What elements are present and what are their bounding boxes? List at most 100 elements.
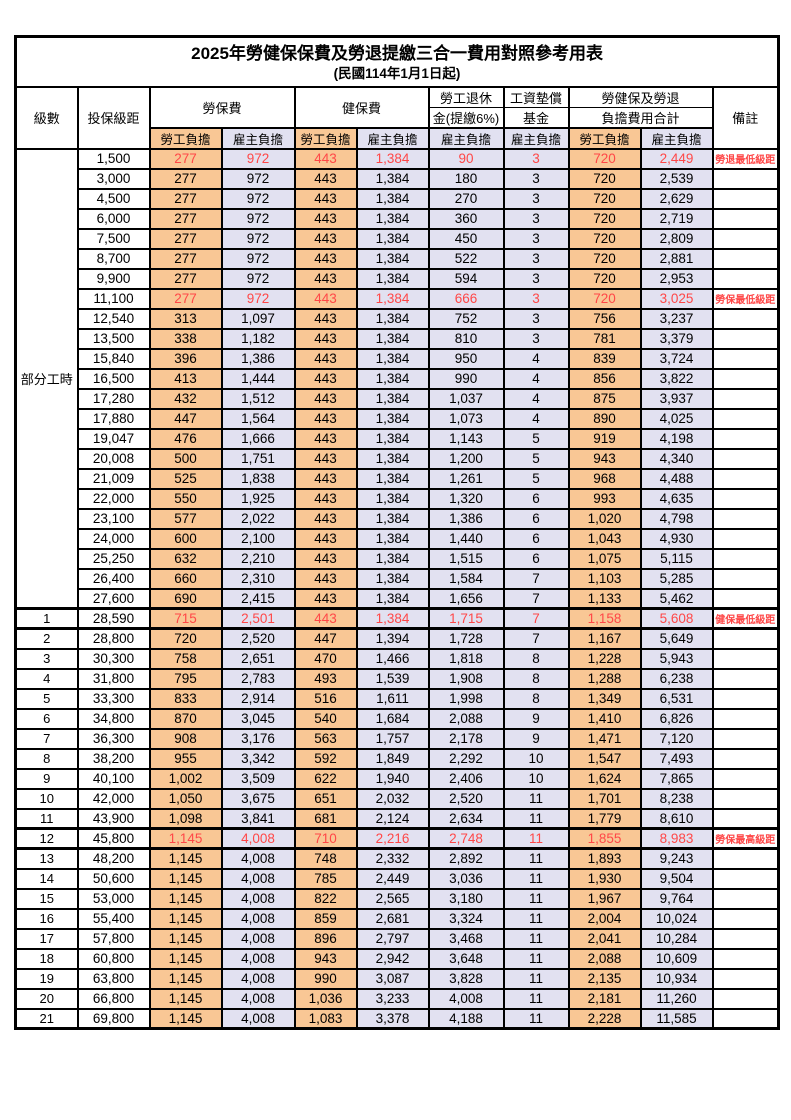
- title-row: 2025年勞健保保費及勞退提繳三合一費用對照參考用表 (民國114年1月1日起): [14, 35, 780, 88]
- cell-labor-employee: 955: [148, 747, 223, 770]
- cell-labor-employee: 476: [148, 427, 223, 450]
- cell-labor-employer: 1,925: [220, 487, 296, 510]
- cell-note: [711, 787, 780, 810]
- cell-bracket: 42,000: [76, 787, 151, 810]
- cell-labor-employee: 1,145: [148, 867, 223, 890]
- cell-health-employee: 443: [293, 147, 358, 170]
- table-row: 9 40,100 1,002 3,509 622 1,940 2,406 10 1,624 7,8…: [14, 767, 780, 790]
- cell-bracket: 25,250: [76, 547, 151, 570]
- cell-health-employer: 1,384: [355, 507, 430, 530]
- table-row: 27,600 690 2,415 443 1,384 1,656 7 1,133 5,462: [16, 587, 780, 610]
- cell-total-employee: 720: [567, 227, 642, 250]
- table-row: 18 60,800 1,145 4,008 943 2,942 3,648 11 2,088 10…: [14, 947, 780, 970]
- cell-health-employee: 443: [293, 607, 358, 630]
- cell-labor-employee: 1,145: [148, 827, 223, 850]
- subheader-labor-employer: 雇主負擔: [220, 126, 296, 150]
- cell-wagefund-employer: 11: [502, 987, 570, 1010]
- cell-health-employer: 1,611: [355, 687, 430, 710]
- cell-note: [711, 867, 780, 890]
- cell-note: [711, 847, 780, 870]
- cell-labor-employer: 2,100: [220, 527, 296, 550]
- cell-wagefund-employer: 11: [502, 907, 570, 930]
- cell-health-employee: 443: [293, 327, 358, 350]
- col-header-wagefund-line1: 工資墊償: [502, 85, 570, 108]
- cell-total-employee: 1,967: [567, 887, 642, 910]
- cell-total-employee: 720: [567, 247, 642, 270]
- cell-health-employee: 443: [293, 567, 358, 590]
- cell-pension-employer: 3,324: [427, 907, 505, 930]
- cell-note: 勞退最低級距: [711, 147, 780, 170]
- cell-labor-employer: 4,008: [220, 927, 296, 950]
- subheader-total-employer: 雇主負擔: [639, 126, 714, 150]
- cell-health-employer: 1,384: [355, 407, 430, 430]
- cell-pension-employer: 1,584: [427, 567, 505, 590]
- cell-note: [711, 567, 780, 590]
- cell-health-employee: 443: [293, 587, 358, 610]
- cell-total-employer: 8,238: [639, 787, 714, 810]
- table-row: 10 42,000 1,050 3,675 651 2,032 2,520 11 1,701 8,…: [14, 787, 780, 810]
- cell-health-employer: 1,466: [355, 647, 430, 670]
- table-row: 3,000 277 972 443 1,384 180 3 720 2,539: [16, 167, 780, 190]
- cell-note: [711, 487, 780, 510]
- cell-labor-employer: 2,520: [220, 627, 296, 650]
- cell-health-employee: 443: [293, 407, 358, 430]
- cell-health-employer: 1,384: [355, 427, 430, 450]
- cell-pension-employer: 1,728: [427, 627, 505, 650]
- table-row: 17,880 447 1,564 443 1,384 1,073 4 890 4,025: [16, 407, 780, 430]
- cell-health-employer: 1,384: [355, 547, 430, 570]
- cell-level: 14: [14, 867, 79, 890]
- cell-note: 健保最低級距: [711, 607, 780, 630]
- cell-pension-employer: 1,386: [427, 507, 505, 530]
- cell-labor-employer: 3,045: [220, 707, 296, 730]
- cell-note: [711, 1007, 780, 1030]
- cell-bracket: 55,400: [76, 907, 151, 930]
- cell-bracket: 30,300: [76, 647, 151, 670]
- cell-wagefund-employer: 6: [502, 527, 570, 550]
- table-row: 部分工時 1,500 277 972 443 1,384 90 3 720 2,449 勞退最低級距: [14, 147, 780, 610]
- cell-bracket: 22,000: [76, 487, 151, 510]
- cell-bracket: 3,000: [76, 167, 151, 190]
- cell-total-employee: 720: [567, 187, 642, 210]
- cell-wagefund-employer: 3: [502, 227, 570, 250]
- cell-health-employer: 1,384: [355, 167, 430, 190]
- cell-note: [711, 187, 780, 210]
- cell-health-employee: 710: [293, 827, 358, 850]
- cell-pension-employer: 1,073: [427, 407, 505, 430]
- cell-pension-employer: 450: [427, 227, 505, 250]
- cell-wagefund-employer: 11: [502, 867, 570, 890]
- cell-health-employer: 3,378: [355, 1007, 430, 1030]
- cell-labor-employee: 632: [148, 547, 223, 570]
- cell-total-employer: 4,340: [639, 447, 714, 470]
- cell-note: [711, 947, 780, 970]
- cell-total-employer: 2,809: [639, 227, 714, 250]
- cell-health-employee: 592: [293, 747, 358, 770]
- cell-wagefund-employer: 11: [502, 847, 570, 870]
- cell-labor-employee: 1,145: [148, 967, 223, 990]
- cell-total-employee: 2,088: [567, 947, 642, 970]
- table-row: 11,100 277 972 443 1,384 666 3 720 3,025 勞保最低級距: [16, 287, 780, 310]
- cell-labor-employee: 277: [148, 167, 223, 190]
- cell-total-employer: 7,865: [639, 767, 714, 790]
- cell-health-employer: 2,565: [355, 887, 430, 910]
- cell-pension-employer: 2,088: [427, 707, 505, 730]
- cell-labor-employee: 550: [148, 487, 223, 510]
- cell-health-employee: 822: [293, 887, 358, 910]
- cell-total-employer: 9,764: [639, 887, 714, 910]
- cell-bracket: 50,600: [76, 867, 151, 890]
- cell-health-employer: 1,384: [355, 387, 430, 410]
- cell-total-employer: 2,953: [639, 267, 714, 290]
- cell-total-employer: 2,449: [639, 147, 714, 170]
- cell-total-employer: 8,983: [639, 827, 714, 850]
- cell-level: 4: [14, 667, 79, 690]
- cell-health-employee: 896: [293, 927, 358, 950]
- cell-labor-employee: 1,145: [148, 947, 223, 970]
- cell-health-employer: 3,087: [355, 967, 430, 990]
- cell-level: 17: [14, 927, 79, 950]
- cell-note: [711, 207, 780, 230]
- cell-pension-employer: 594: [427, 267, 505, 290]
- table-row: 6 34,800 870 3,045 540 1,684 2,088 9 1,410 6,826: [14, 707, 780, 730]
- cell-labor-employee: 758: [148, 647, 223, 670]
- cell-pension-employer: 2,292: [427, 747, 505, 770]
- cell-total-employer: 3,724: [639, 347, 714, 370]
- cell-wagefund-employer: 7: [502, 567, 570, 590]
